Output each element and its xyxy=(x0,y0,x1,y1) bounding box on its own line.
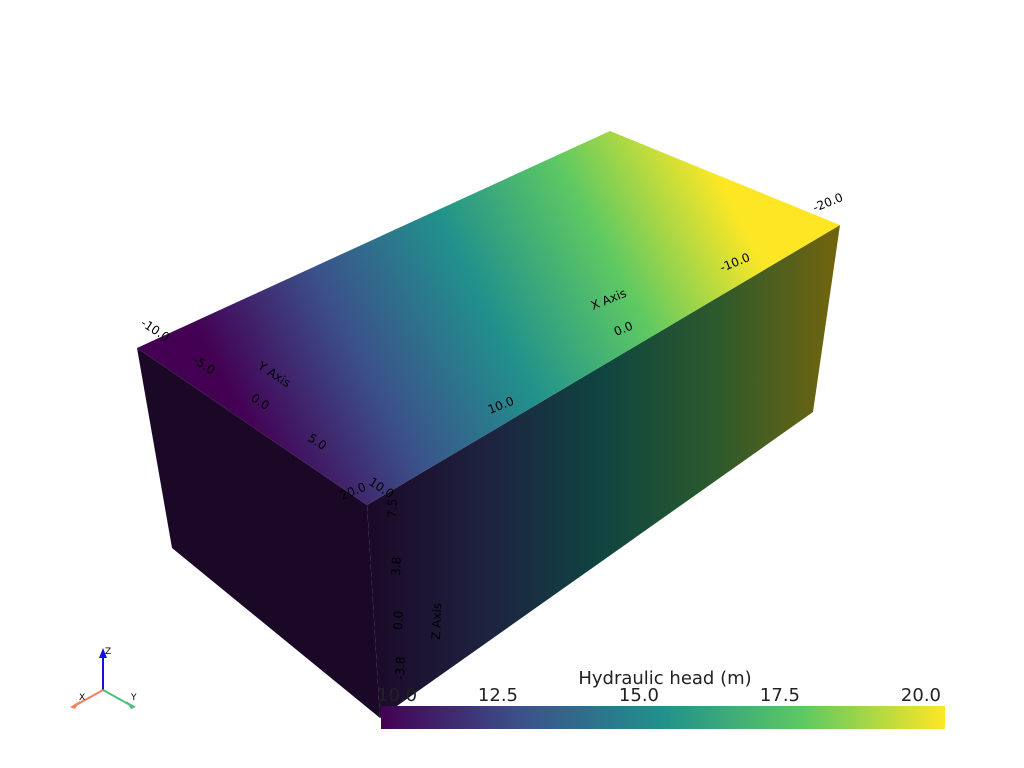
axis-label: Y xyxy=(130,693,137,703)
box-top-face xyxy=(137,131,840,505)
axis-label: X xyxy=(79,693,85,703)
colorbar-tick-label: 15.0 xyxy=(619,685,659,706)
z-tick: 0.0 xyxy=(391,611,406,631)
colorbar xyxy=(381,706,945,729)
z-tick: -3.8 xyxy=(393,656,408,680)
box-left-face xyxy=(137,348,380,718)
colorbar-tick-label: 10.0 xyxy=(377,685,417,706)
orientation-widget: Z Y X xyxy=(70,647,137,709)
z-tick: 3.8 xyxy=(389,557,404,577)
box-front-face xyxy=(367,225,840,718)
colorbar-title: Hydraulic head (m) xyxy=(578,668,751,689)
colorbar-tick-label: 12.5 xyxy=(478,685,518,706)
z-tick: 7.5 xyxy=(385,499,400,519)
x-tick: -20.0 xyxy=(811,190,845,215)
colorbar-tick-label: 17.5 xyxy=(760,685,800,706)
colorbar-tick-label: 20.0 xyxy=(901,685,941,706)
x-tick: 0.0 xyxy=(612,319,635,339)
axis-label: Z xyxy=(105,647,111,657)
z-title: Z Axis xyxy=(429,603,444,640)
